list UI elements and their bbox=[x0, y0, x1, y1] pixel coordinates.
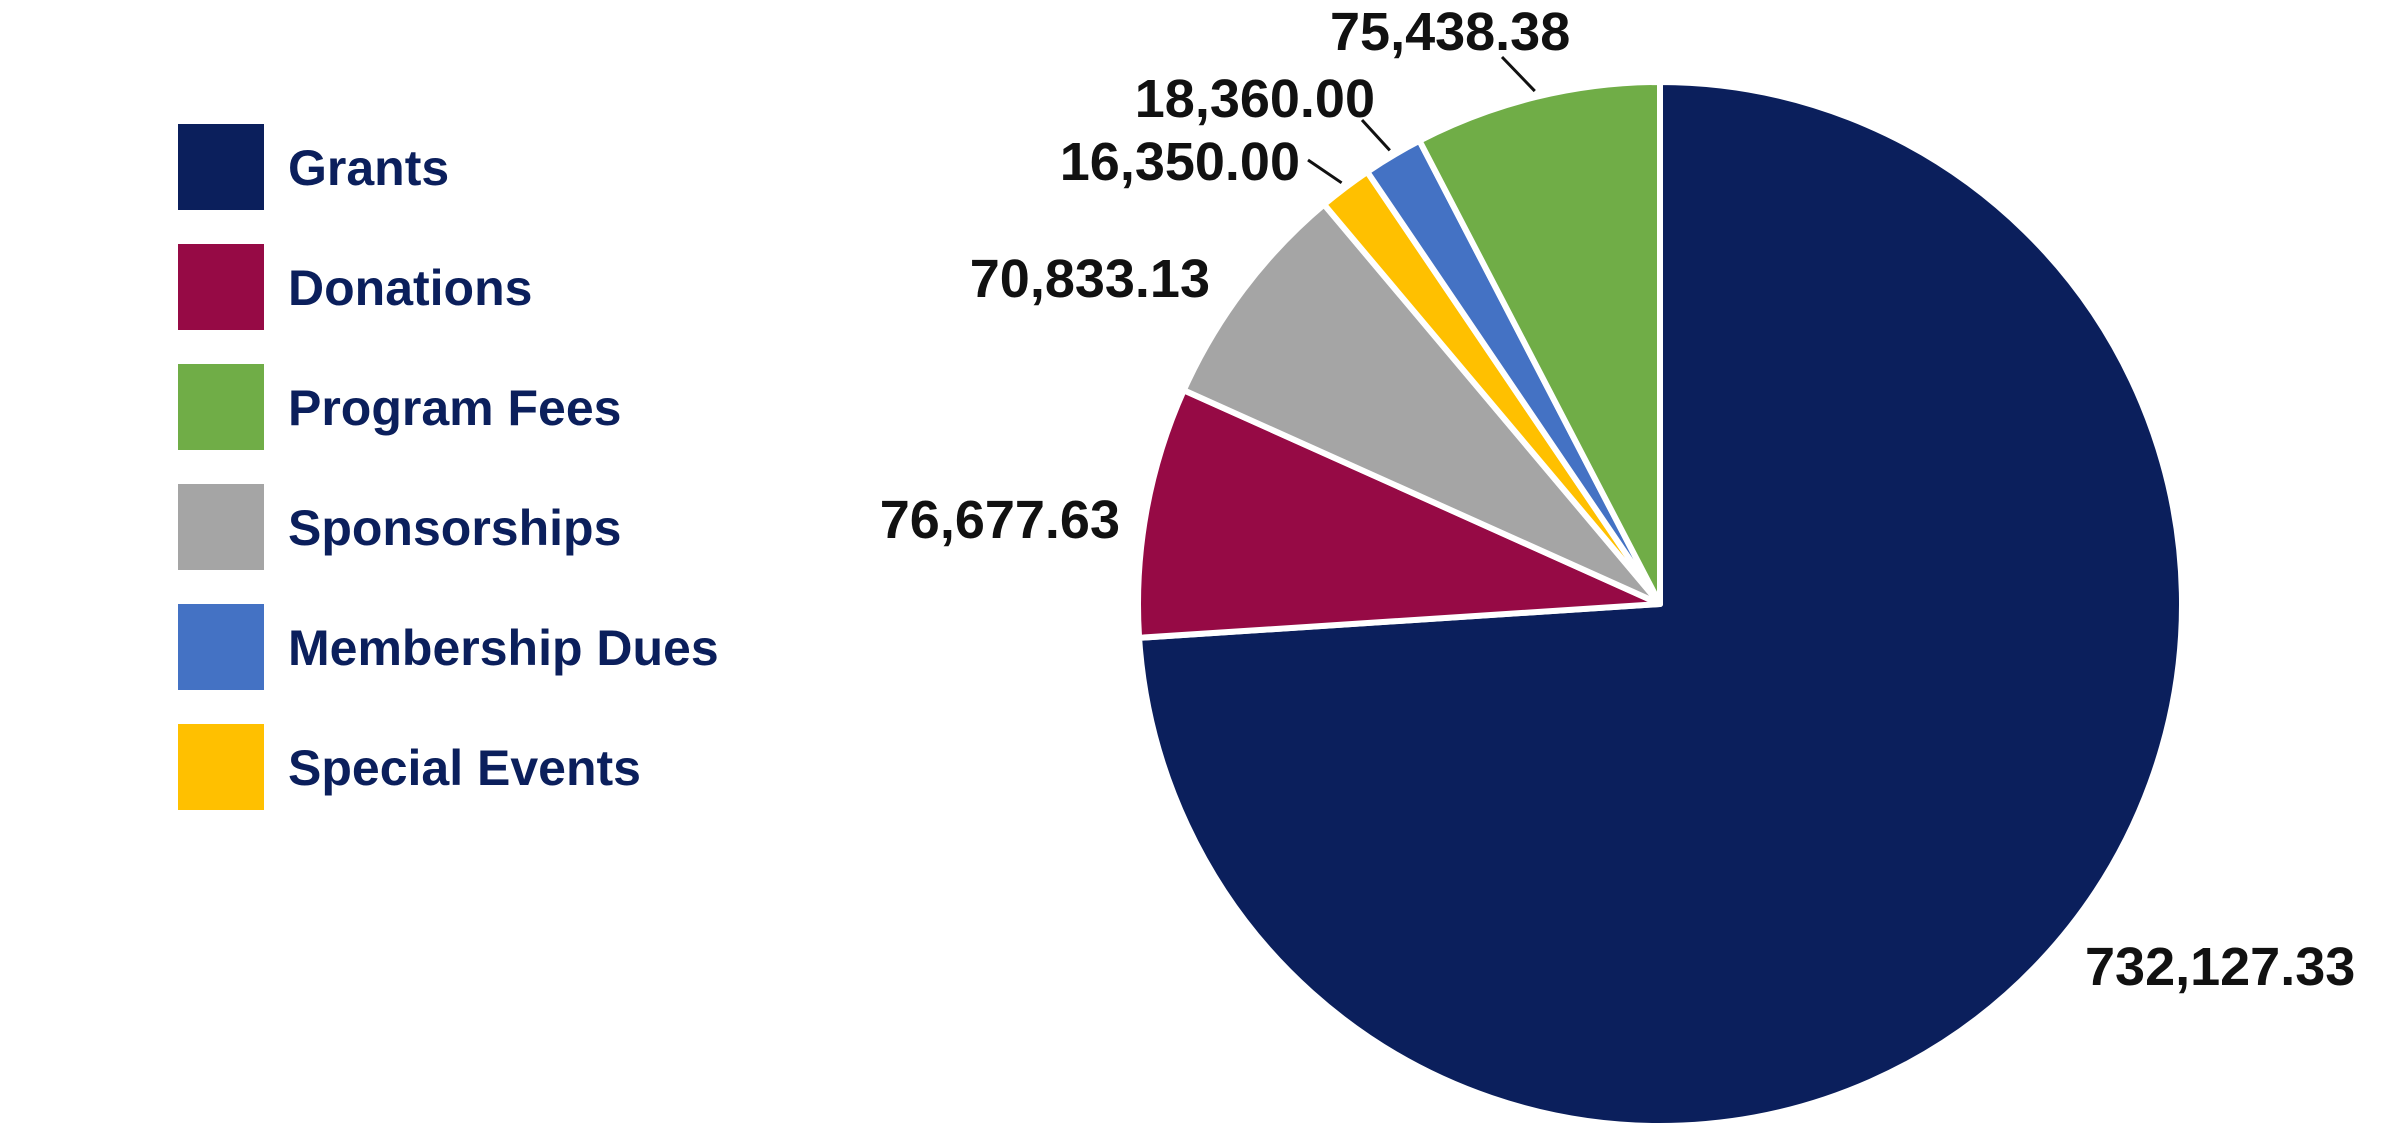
legend-label-sponsorships: Sponsorships bbox=[288, 500, 621, 556]
legend-label-membership-dues: Membership Dues bbox=[288, 620, 719, 676]
leader-line-program-fees bbox=[1500, 55, 1536, 93]
legend-label-program-fees: Program Fees bbox=[288, 380, 621, 436]
data-label-special-events: 16,350.00 bbox=[1060, 132, 1300, 192]
leader-lines bbox=[1307, 55, 1536, 185]
data-labels: 732,127.33 76,677.63 70,833.13 16,350.0018,… bbox=[880, 2, 2356, 997]
pie-slice-program-fees bbox=[1416, 79, 1663, 607]
legend-swatch-special-events bbox=[178, 724, 264, 810]
legend-label-grants: Grants bbox=[288, 140, 449, 196]
legend-label-special-events: Special Events bbox=[288, 740, 641, 796]
legend-swatch-sponsorships bbox=[178, 484, 264, 570]
legend-label-donations: Donations bbox=[288, 260, 532, 316]
data-label-grants: 732,127.33 bbox=[2085, 937, 2355, 997]
leader-line-special-events bbox=[1307, 158, 1343, 185]
legend-swatch-donations bbox=[178, 244, 264, 330]
data-label-program-fees: 75,438.38 bbox=[1330, 2, 1570, 62]
pie-slice-sponsorships bbox=[1180, 201, 1663, 607]
pie-slice-donations bbox=[1135, 387, 1663, 641]
data-label-donations: 76,677.63 bbox=[880, 490, 1120, 550]
legend-swatch-program-fees bbox=[178, 364, 264, 450]
leader-line-membership-dues bbox=[1360, 118, 1391, 152]
legend-swatch-membership-dues bbox=[178, 604, 264, 690]
data-label-membership-dues: 18,360.00 bbox=[1135, 69, 1375, 129]
pie-slices bbox=[1135, 79, 2185, 1125]
legend-swatch-grants bbox=[178, 124, 264, 210]
data-label-sponsorships: 70,833.13 bbox=[970, 249, 1210, 309]
legend: Grants Donations Program Fees Sponsorships M… bbox=[178, 124, 719, 810]
